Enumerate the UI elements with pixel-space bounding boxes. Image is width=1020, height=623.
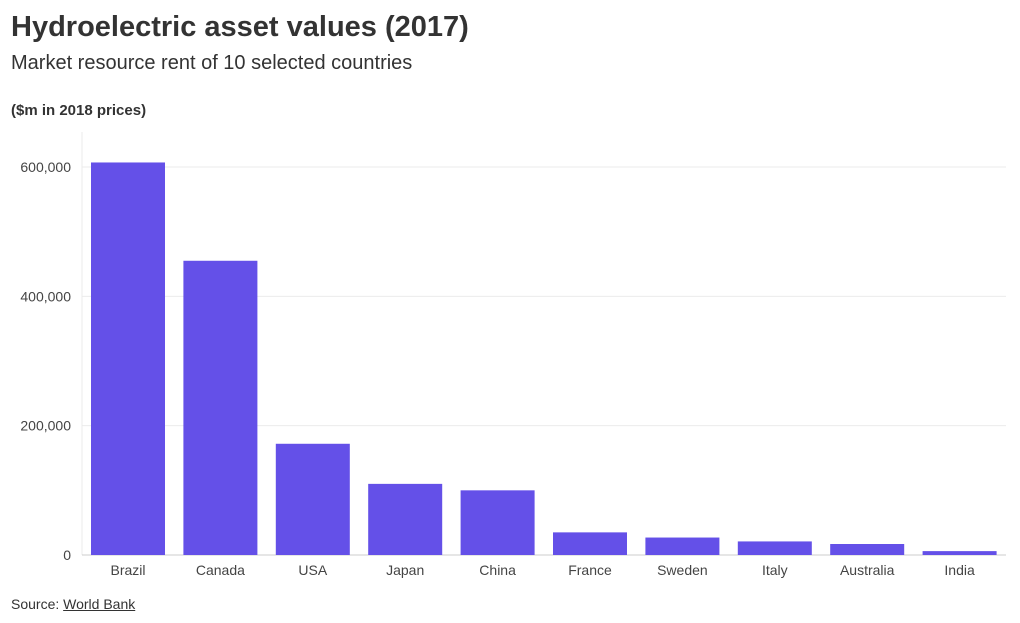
bar-usa [275,443,350,555]
x-category-label: Sweden [657,562,708,578]
y-tick-label: 400,000 [20,288,71,304]
bar-japan [368,483,443,555]
y-tick-label: 0 [63,547,71,563]
source-prefix: Source: [11,596,60,612]
chart-title: Hydroelectric asset values (2017) [11,11,469,43]
x-category-label: India [944,562,975,578]
x-category-label: Japan [386,562,424,578]
bar-australia [830,544,905,555]
source-note: Source: World Bank [11,594,135,614]
y-tick-label: 600,000 [20,159,71,175]
x-category-label: France [568,562,612,578]
bar-brazil [91,162,165,555]
chart-subtitle: Market resource rent of 10 selected coun… [11,52,413,74]
bar-italy [737,541,812,555]
x-category-label: Australia [840,562,895,578]
bar-canada [183,260,258,555]
x-category-label: Italy [762,562,788,578]
y-axis-unit-label: ($m in 2018 prices) [11,102,147,119]
x-category-label: Canada [196,562,245,578]
bar-china [460,490,535,555]
source-link[interactable]: World Bank [63,596,136,612]
bar-sweden [645,537,720,555]
x-category-label: Brazil [110,562,145,578]
x-axis-categories: Brazil Canada USA Japan China France Sweden Ita… [110,562,975,578]
bar-france [553,532,627,555]
bar-india [922,551,997,555]
bars [91,162,997,555]
x-category-label: China [479,562,516,578]
y-tick-label: 200,000 [20,418,71,434]
x-category-label: USA [298,562,327,578]
y-axis-ticks: 0 200,000 400,000 600,000 [20,159,71,563]
